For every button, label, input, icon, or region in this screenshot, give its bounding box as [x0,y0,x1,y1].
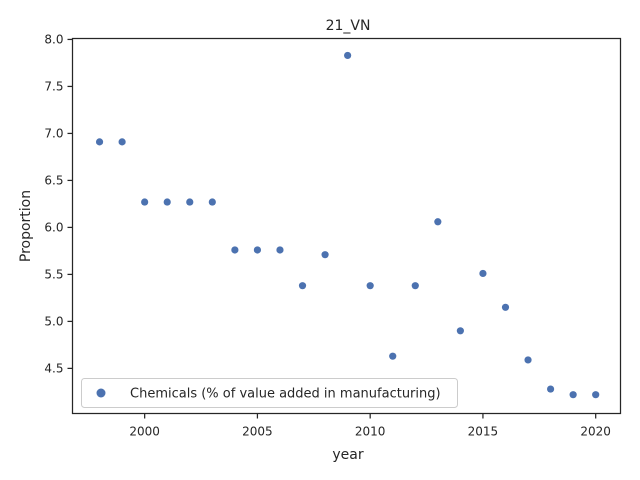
data-point [389,352,397,360]
data-point [298,282,307,290]
x-tick-label: 2015 [468,425,499,439]
x-tick-label: 2000 [129,425,160,439]
y-tick-label: 7.0 [44,127,63,141]
x-tick-label: 2010 [355,425,386,439]
y-tick-label: 4.5 [44,362,63,376]
data-point [118,138,126,146]
data-point [456,327,464,335]
data-point [592,391,600,399]
x-axis-label: year [332,447,363,463]
data-point [546,385,555,393]
data-point [321,251,329,259]
legend-label: Chemicals (% of value added in manufactu… [130,387,441,402]
data-point [411,282,419,290]
legend-box [81,378,458,408]
y-tick-label: 6.0 [44,221,63,235]
data-point [366,282,374,290]
data-point [231,246,239,254]
y-axis-label: Proportion [18,190,34,262]
x-tick-label: 2005 [242,425,273,439]
y-axis: 4.5 5.0 5.5 6.0 6.5 7.0 7.5 8.0 [44,33,73,376]
data-point [186,198,194,206]
data-point [501,303,510,311]
y-tick-label: 8.0 [44,33,63,47]
chart-title: 21_VN [326,18,371,34]
data-point [479,269,487,278]
x-axis: 2000 2005 2010 2015 2020 [129,413,611,439]
data-point [208,198,216,206]
x-tick-label: 2020 [580,425,611,439]
data-point [344,51,352,60]
data-point [276,246,284,254]
y-tick-label: 7.5 [44,80,63,94]
plot-area [95,51,600,399]
y-tick-label: 6.5 [44,174,63,188]
data-point [163,198,171,206]
data-point [95,138,104,146]
data-point [524,356,532,364]
data-point [569,391,577,399]
data-point [434,218,442,226]
data-point [253,246,262,254]
y-tick-label: 5.5 [44,268,63,282]
legend-marker [96,388,106,398]
y-tick-label: 5.0 [44,315,63,329]
legend: Chemicals (% of value added in manufactu… [81,378,458,408]
plot-frame [71,37,622,415]
data-point [141,198,149,206]
